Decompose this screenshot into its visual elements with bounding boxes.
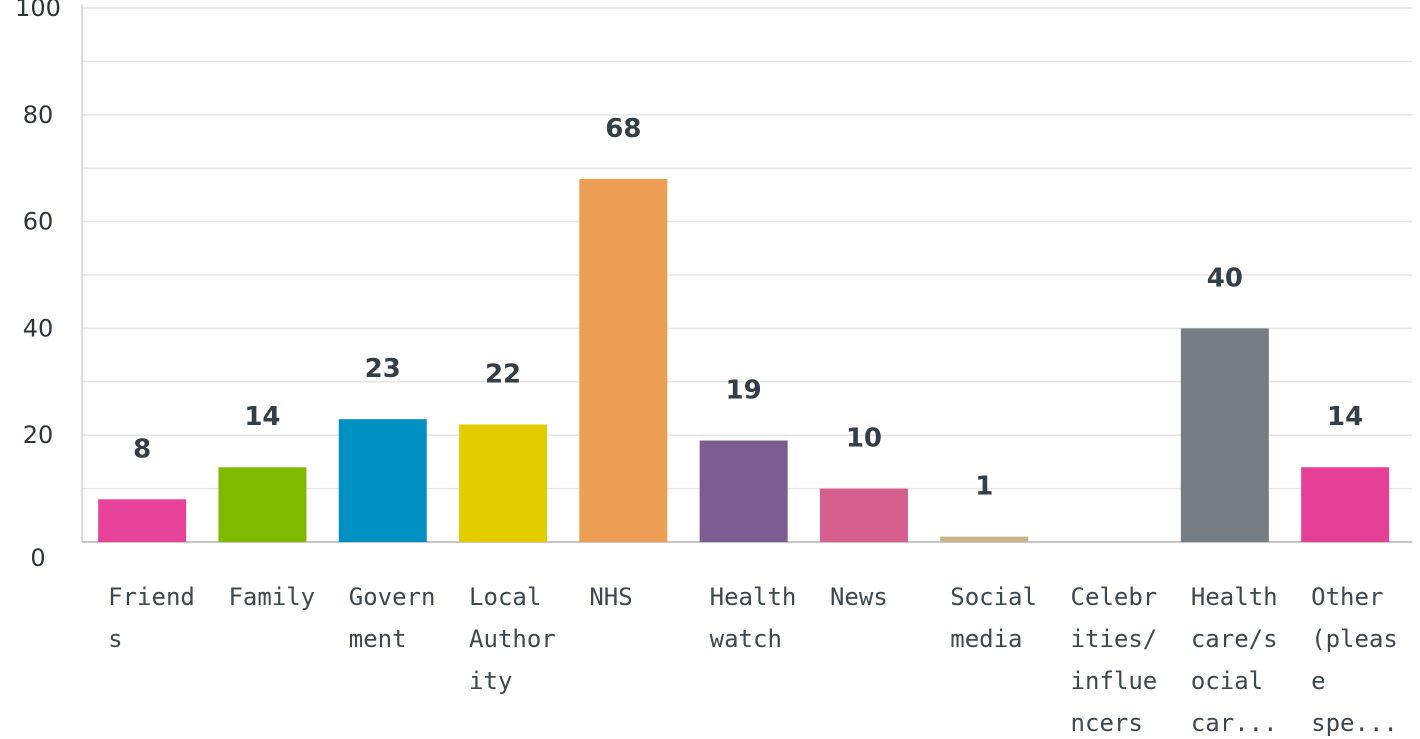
bar[interactable] — [98, 499, 187, 542]
x-category-label-line: Other — [1311, 583, 1383, 611]
x-category-label-line: Author — [469, 625, 556, 653]
x-category-label: Govern ment — [349, 583, 436, 653]
gridlines — [82, 7, 1412, 490]
x-category-label-line: e — [1311, 667, 1325, 695]
bar[interactable] — [1180, 328, 1269, 542]
bar[interactable] — [579, 178, 668, 542]
x-category-label-line: ment — [349, 625, 407, 653]
x-category-label-line: Social — [950, 583, 1037, 611]
bar-value-label: 22 — [485, 360, 521, 390]
bar[interactable] — [699, 440, 788, 542]
x-category-label: Other (pleas e spe... — [1311, 583, 1398, 737]
x-category-label-line: ocial — [1191, 667, 1263, 695]
bar-value-label: 14 — [1327, 402, 1363, 432]
x-category-label: Family — [228, 583, 315, 611]
bar-value-label: 1 — [975, 472, 993, 502]
bar-value-label: 10 — [846, 424, 882, 454]
x-category-label: Social media — [950, 583, 1037, 653]
bar[interactable] — [940, 536, 1029, 542]
bar[interactable] — [819, 488, 908, 542]
x-category-label-line: News — [830, 583, 888, 611]
bar-value-label: 19 — [726, 376, 762, 406]
x-category-label: Health watch — [710, 583, 797, 653]
y-tick-label: 40 — [23, 314, 54, 342]
x-category-label: NHS — [589, 583, 632, 611]
bars — [98, 178, 1390, 542]
x-axis-category-labels: Friend s Family Govern ment Local Author ity NHS… — [108, 583, 1398, 737]
x-category-label-line: watch — [710, 625, 782, 653]
x-category-label-line: media — [950, 625, 1022, 653]
x-category-label-line: Govern — [349, 583, 436, 611]
x-category-label: Celebr ities/influe ncers — [1071, 583, 1158, 737]
bar-value-label: 68 — [605, 114, 641, 144]
x-category-label-line: care/s — [1191, 625, 1278, 653]
x-category-label-line: ncers — [1071, 709, 1143, 737]
x-category-label-line: car... — [1191, 709, 1278, 737]
y-tick-label: 100 — [15, 0, 61, 22]
y-axis-tick-labels: 0 20 40 60 80 100 — [15, 0, 61, 572]
bar[interactable] — [459, 424, 548, 542]
x-category-label-line: Health — [1191, 583, 1278, 611]
x-category-label-line: Local — [469, 583, 541, 611]
bar-value-label: 8 — [133, 434, 151, 464]
x-category-label: Local Author ity — [469, 583, 556, 695]
x-category-label-line: NHS — [589, 583, 632, 611]
y-tick-label: 0 — [30, 544, 45, 572]
bar-value-label: 23 — [365, 354, 401, 384]
x-category-label-line: Friend — [108, 583, 195, 611]
x-category-label-line: influe — [1071, 667, 1158, 695]
x-category-label-line: Family — [228, 583, 315, 611]
y-tick-label: 60 — [23, 208, 54, 236]
x-category-label: Friend s — [108, 583, 195, 653]
y-tick-label: 20 — [23, 421, 54, 449]
x-category-label-line: Health — [710, 583, 797, 611]
x-category-label-line: ity — [469, 667, 512, 695]
x-category-label: News — [830, 583, 888, 611]
x-category-label-line: spe... — [1311, 709, 1398, 737]
bar-value-label: 40 — [1207, 263, 1243, 293]
bar[interactable] — [1301, 467, 1390, 542]
bar[interactable] — [218, 467, 307, 542]
data-labels: 8 14 23 22 68 19 10 1 40 14 — [133, 114, 1363, 502]
x-category-label-line: (pleas — [1311, 625, 1398, 653]
x-category-label-line: ities/ — [1071, 625, 1158, 653]
x-category-label: Health care/s ocial car... — [1191, 583, 1278, 737]
y-tick-label: 80 — [23, 101, 54, 129]
x-category-label-line: s — [108, 625, 122, 653]
bar[interactable] — [338, 419, 427, 542]
x-category-label-line: Celebr — [1071, 583, 1158, 611]
bar-value-label: 14 — [244, 402, 280, 432]
